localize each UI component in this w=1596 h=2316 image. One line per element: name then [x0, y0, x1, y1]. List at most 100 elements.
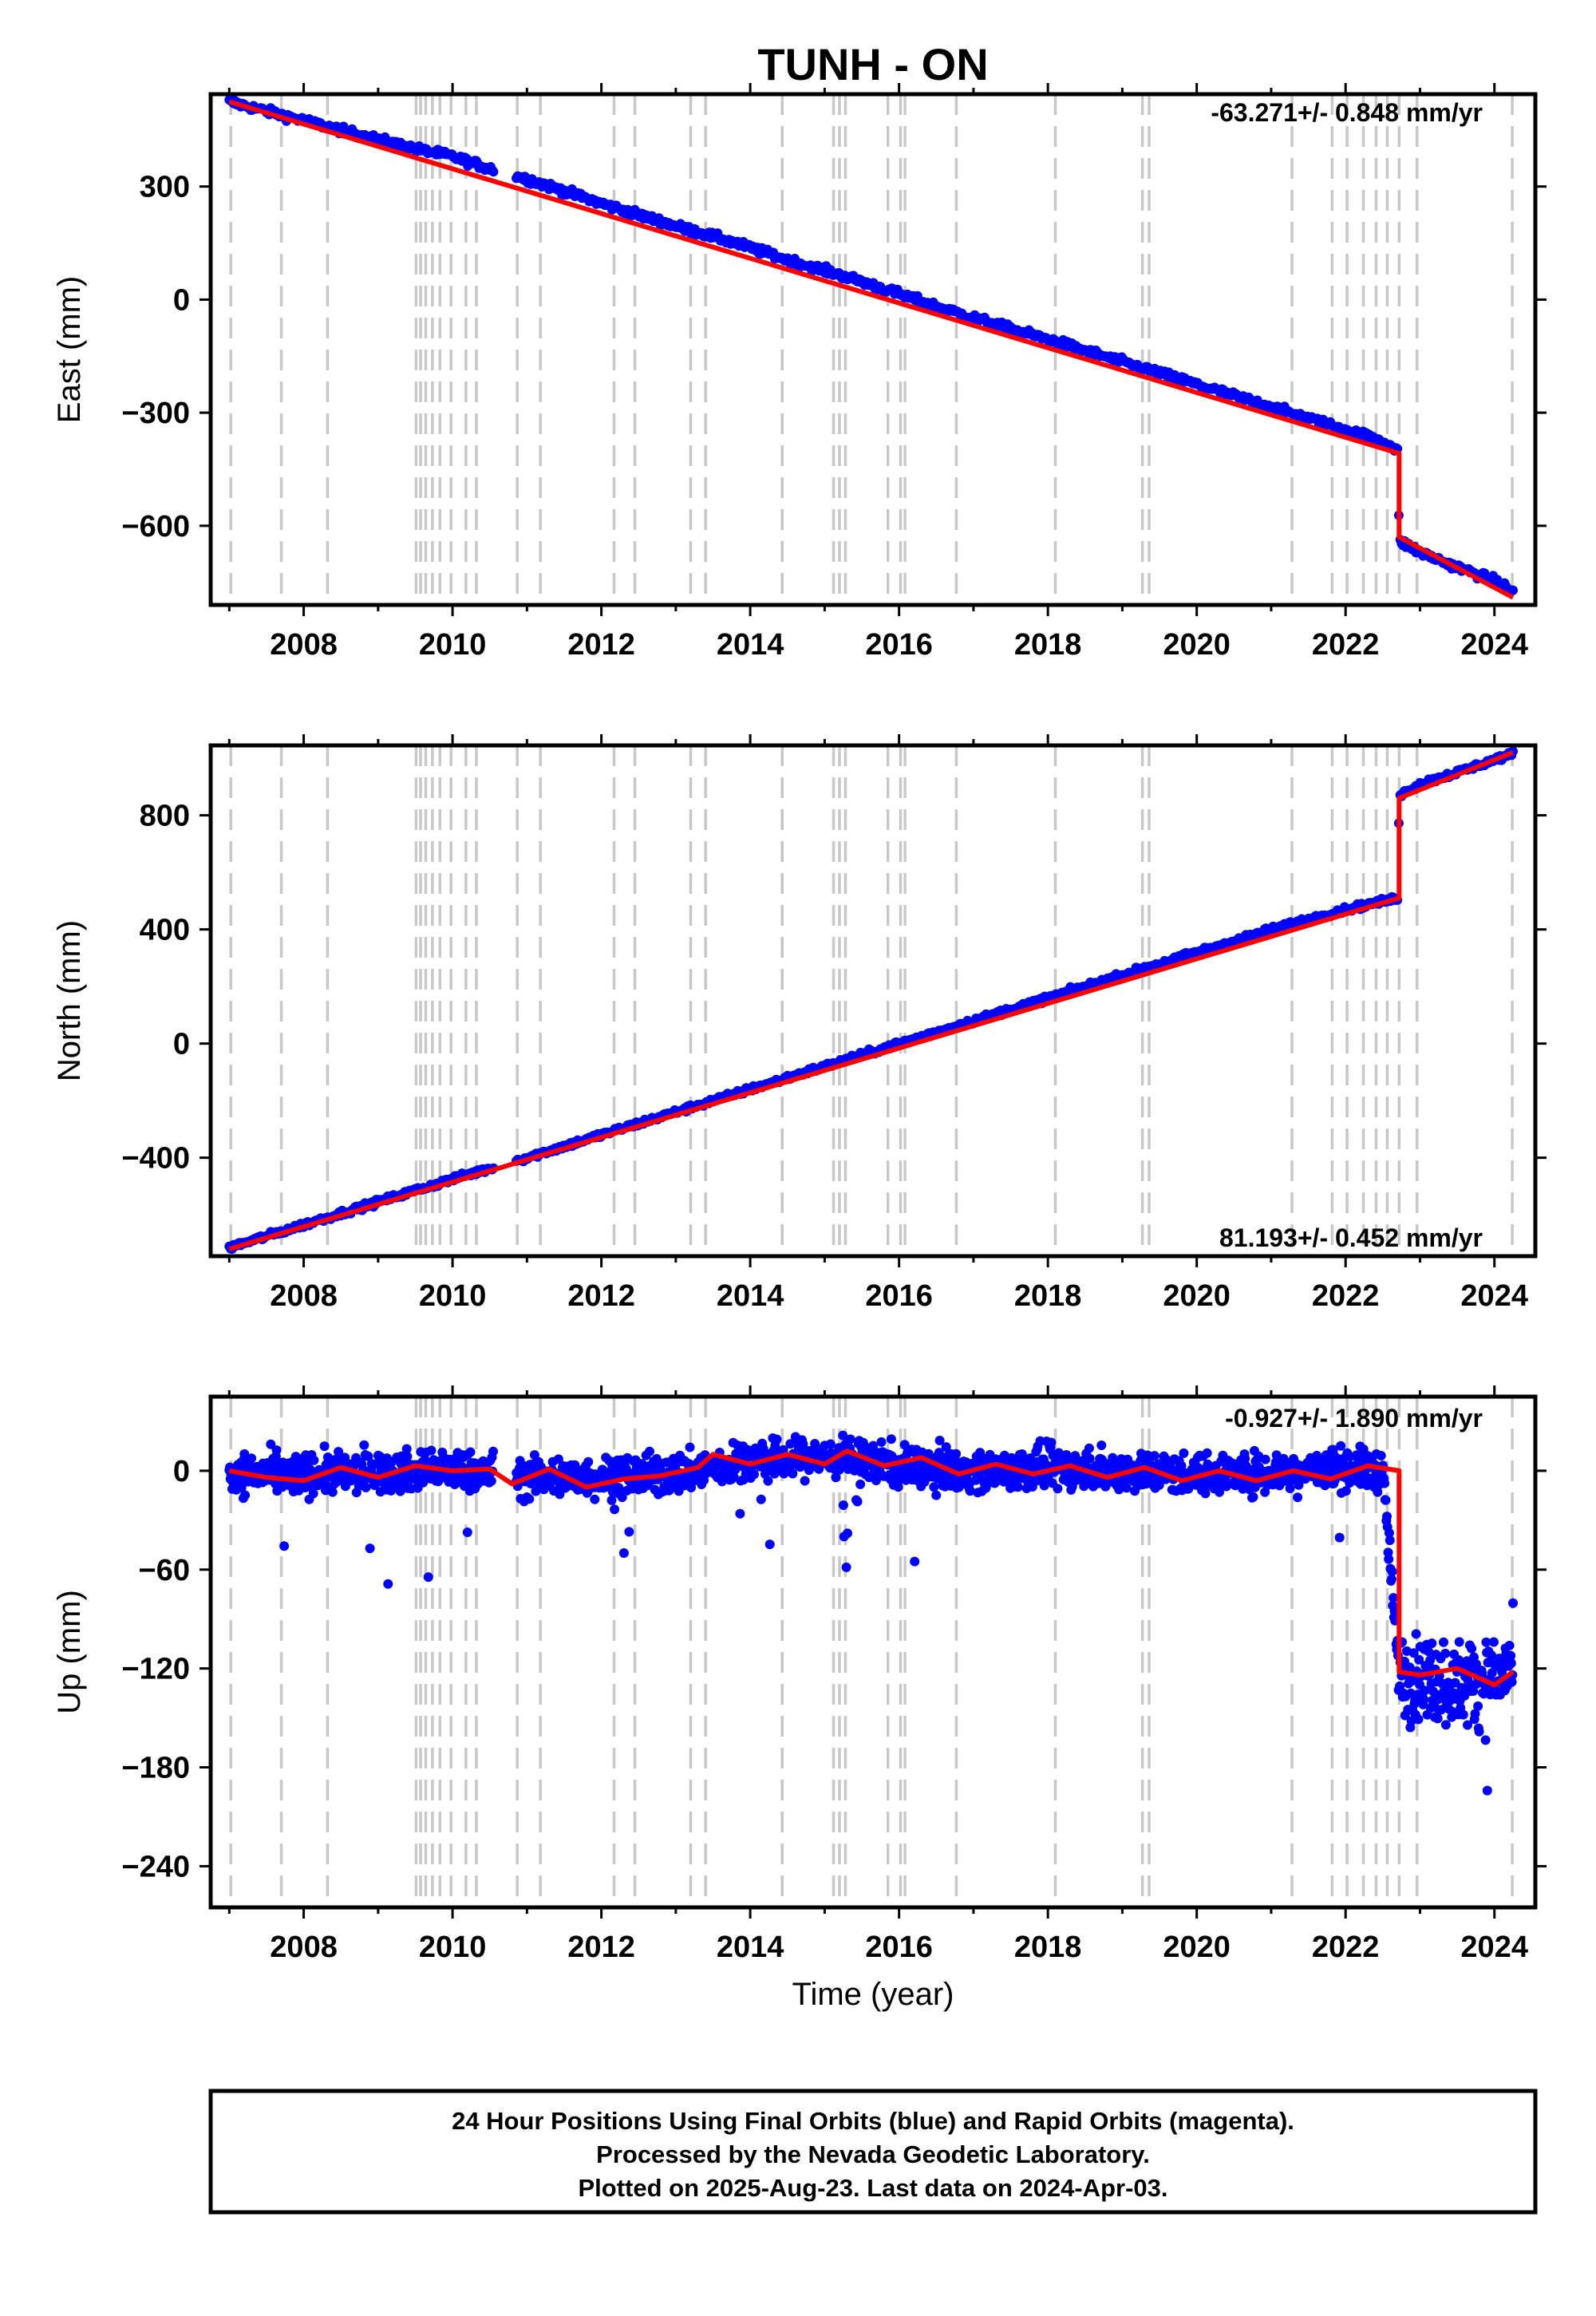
x-tick-label: 2012 [567, 628, 635, 662]
y-tick-label: 0 [173, 1455, 190, 1488]
data-point [1084, 1453, 1095, 1464]
data-point [488, 1446, 498, 1456]
data-point [1046, 1437, 1057, 1448]
data-point [319, 1441, 330, 1452]
data-point [934, 1436, 945, 1445]
y-tick-label: −120 [121, 1653, 190, 1686]
data-point [1473, 1701, 1483, 1711]
data-point [1334, 1532, 1345, 1543]
data-point [1432, 1713, 1443, 1724]
data-point [1506, 1650, 1516, 1661]
velocity-label: -63.271+/- 0.848 mm/yr [1211, 98, 1483, 127]
data-point [1468, 1686, 1479, 1696]
data-point [423, 1572, 433, 1583]
y-tick-label: 0 [173, 283, 190, 317]
data-point [1053, 1448, 1064, 1458]
data-point [1096, 1441, 1107, 1450]
data-point [1404, 1662, 1415, 1673]
x-tick-label: 2012 [567, 1279, 635, 1313]
data-point [855, 1479, 866, 1489]
velocity-label: -0.927+/- 1.890 mm/yr [1225, 1404, 1483, 1433]
data-point [886, 1434, 896, 1445]
data-point [825, 1439, 836, 1449]
data-point [1425, 1655, 1436, 1666]
data-point [645, 1446, 654, 1456]
data-point [401, 1444, 412, 1454]
data-point [1121, 1483, 1132, 1493]
data-point [941, 1442, 951, 1452]
data-point [1341, 1486, 1351, 1496]
data-point [361, 1482, 371, 1492]
data-point [327, 1487, 338, 1497]
y-tick-label: −400 [121, 1142, 190, 1176]
data-point [756, 1494, 766, 1504]
x-tick-label: 2012 [567, 1931, 635, 1964]
y-tick-label: −60 [139, 1554, 190, 1587]
data-point [785, 1439, 796, 1449]
data-point [1039, 1480, 1049, 1491]
y-tick-label: 400 [140, 914, 190, 947]
data-point [1506, 1658, 1516, 1669]
data-point [279, 1541, 290, 1551]
data-point [462, 1528, 472, 1537]
data-point [1376, 1451, 1386, 1460]
data-point [1380, 1478, 1390, 1488]
data-point [239, 1448, 250, 1459]
data-point [852, 1496, 863, 1507]
y-axis-label: Up (mm) [52, 1590, 87, 1714]
plot-frame [208, 92, 1538, 607]
data-point [606, 1495, 617, 1505]
data-point [931, 1490, 942, 1500]
data-point [1293, 1492, 1303, 1503]
data-point [1414, 1654, 1424, 1665]
x-tick-label: 2018 [1014, 628, 1082, 662]
y-tick-label: 300 [140, 171, 190, 204]
data-point [1381, 1495, 1391, 1505]
y-tick-label: −180 [121, 1752, 190, 1785]
data-point [788, 1468, 798, 1479]
x-tick-label: 2016 [865, 1279, 933, 1313]
data-point [1260, 1454, 1270, 1464]
data-point [838, 1430, 848, 1441]
data-point [1507, 1677, 1517, 1687]
x-tick-label: 2014 [717, 1279, 784, 1313]
data-point [1508, 1598, 1518, 1608]
data-point [1240, 1453, 1250, 1464]
data-point [308, 1488, 318, 1499]
data-point [1411, 1629, 1421, 1639]
data-point [1413, 1714, 1424, 1725]
north-panel: 2008 2010 2012 2014 2016 2018 2020 2022 2024 −400… [52, 734, 1547, 1313]
data-point [1386, 1574, 1396, 1584]
data-point [1248, 1492, 1258, 1502]
x-tick-label: 2020 [1163, 1931, 1231, 1964]
data-point [1458, 1709, 1468, 1720]
position-points [224, 1430, 1518, 1796]
x-tick-label: 2018 [1014, 1931, 1082, 1964]
data-point [893, 1482, 903, 1492]
data-point [1017, 1449, 1027, 1459]
data-point [929, 1482, 939, 1492]
data-point [1373, 1487, 1383, 1497]
data-point [1408, 1648, 1419, 1658]
data-point [1497, 1666, 1507, 1677]
data-point [488, 167, 499, 177]
x-tick-label: 2020 [1163, 628, 1231, 662]
chart-title: TUNH - ON [757, 39, 988, 89]
data-point [1488, 1637, 1499, 1647]
data-point [1149, 1451, 1159, 1461]
data-point [334, 1447, 344, 1456]
x-tick-label: 2016 [865, 1931, 933, 1964]
data-point [1384, 1554, 1394, 1564]
position-points [224, 95, 1518, 595]
data-point [1454, 1637, 1464, 1647]
x-tick-label: 2022 [1312, 628, 1380, 662]
data-point [843, 1528, 852, 1539]
x-tick-label: 2022 [1312, 1279, 1380, 1313]
data-point [618, 1548, 629, 1558]
data-point [590, 1494, 600, 1504]
position-points [224, 746, 1518, 1254]
model-fit-line [228, 1448, 1515, 1688]
data-point [1420, 1686, 1430, 1696]
data-point [1423, 1646, 1433, 1657]
